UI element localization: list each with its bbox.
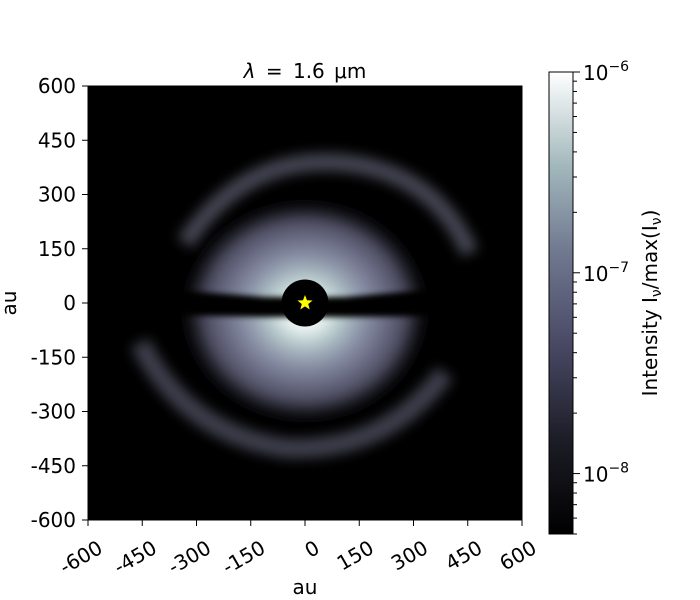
y-tick-label: -450	[31, 454, 76, 478]
y-tick-label: -150	[31, 345, 76, 369]
y-tick-label: 150	[38, 237, 76, 261]
colorbar: 10−810−710−6 Intensity Iν/max(Iν)	[548, 59, 665, 535]
x-axis-ticks: -600 -450 -300 -150 0 150 300 450 600	[55, 520, 541, 579]
y-tick-label: 450	[38, 128, 76, 152]
x-tick-label: 0	[300, 535, 323, 562]
y-tick-label: 600	[38, 74, 76, 98]
title-equals: =	[266, 59, 283, 83]
title-lambda: λ	[243, 59, 256, 83]
heatmap-image	[88, 86, 522, 520]
colorbar-tick-label: 10−6	[583, 59, 629, 85]
x-axis-label: au	[293, 575, 318, 599]
colorbar-tick-label: 10−7	[583, 260, 629, 286]
star-marker	[297, 295, 313, 310]
x-tick-label: -600	[55, 535, 106, 578]
colorbar-ticks: 10−810−710−6	[573, 59, 629, 535]
colorbar-tick-base: 10	[583, 463, 608, 487]
chart-title: λ = 1.6 μm	[243, 59, 367, 83]
colorbar-tick-exponent: −8	[608, 461, 629, 477]
spiral-arm-lower	[131, 338, 453, 459]
title-value: 1.6	[293, 59, 325, 83]
colorbar-label-mid: /max(I	[638, 225, 662, 289]
x-tick-label: 600	[495, 535, 540, 575]
colorbar-label-prefix: Intensity I	[638, 297, 662, 396]
colorbar-tick-base: 10	[583, 262, 608, 286]
disk-emission	[88, 153, 522, 459]
spiral-arm-upper	[177, 153, 479, 257]
colorbar-tick-exponent: −6	[608, 59, 629, 75]
colorbar-tick-exponent: −7	[608, 260, 629, 276]
y-tick-label: 0	[63, 291, 76, 315]
colorbar-fill	[548, 71, 574, 535]
x-tick-label: 150	[333, 535, 378, 575]
x-tick-label: 450	[441, 535, 486, 575]
colorbar-label-sub2: ν	[649, 217, 665, 225]
y-axis-label: au	[0, 291, 21, 316]
x-tick-label: 300	[387, 535, 432, 575]
colorbar-label-sub1: ν	[649, 289, 665, 297]
y-tick-label: 300	[38, 183, 76, 207]
x-tick-label: -150	[218, 535, 269, 578]
x-tick-label: -300	[164, 535, 215, 578]
x-tick-label: -450	[109, 535, 160, 578]
y-tick-label: -600	[31, 508, 76, 532]
colorbar-label: Intensity Iν/max(Iν)	[638, 210, 665, 397]
y-axis-ticks: -600 -450 -300 -150 0 150 300 450 600	[31, 74, 88, 532]
colorbar-tick-base: 10	[583, 61, 608, 85]
colorbar-label-suffix: )	[638, 210, 662, 218]
title-unit: μm	[334, 59, 366, 83]
y-tick-label: -300	[31, 400, 76, 424]
colorbar-tick-label: 10−8	[583, 461, 629, 487]
